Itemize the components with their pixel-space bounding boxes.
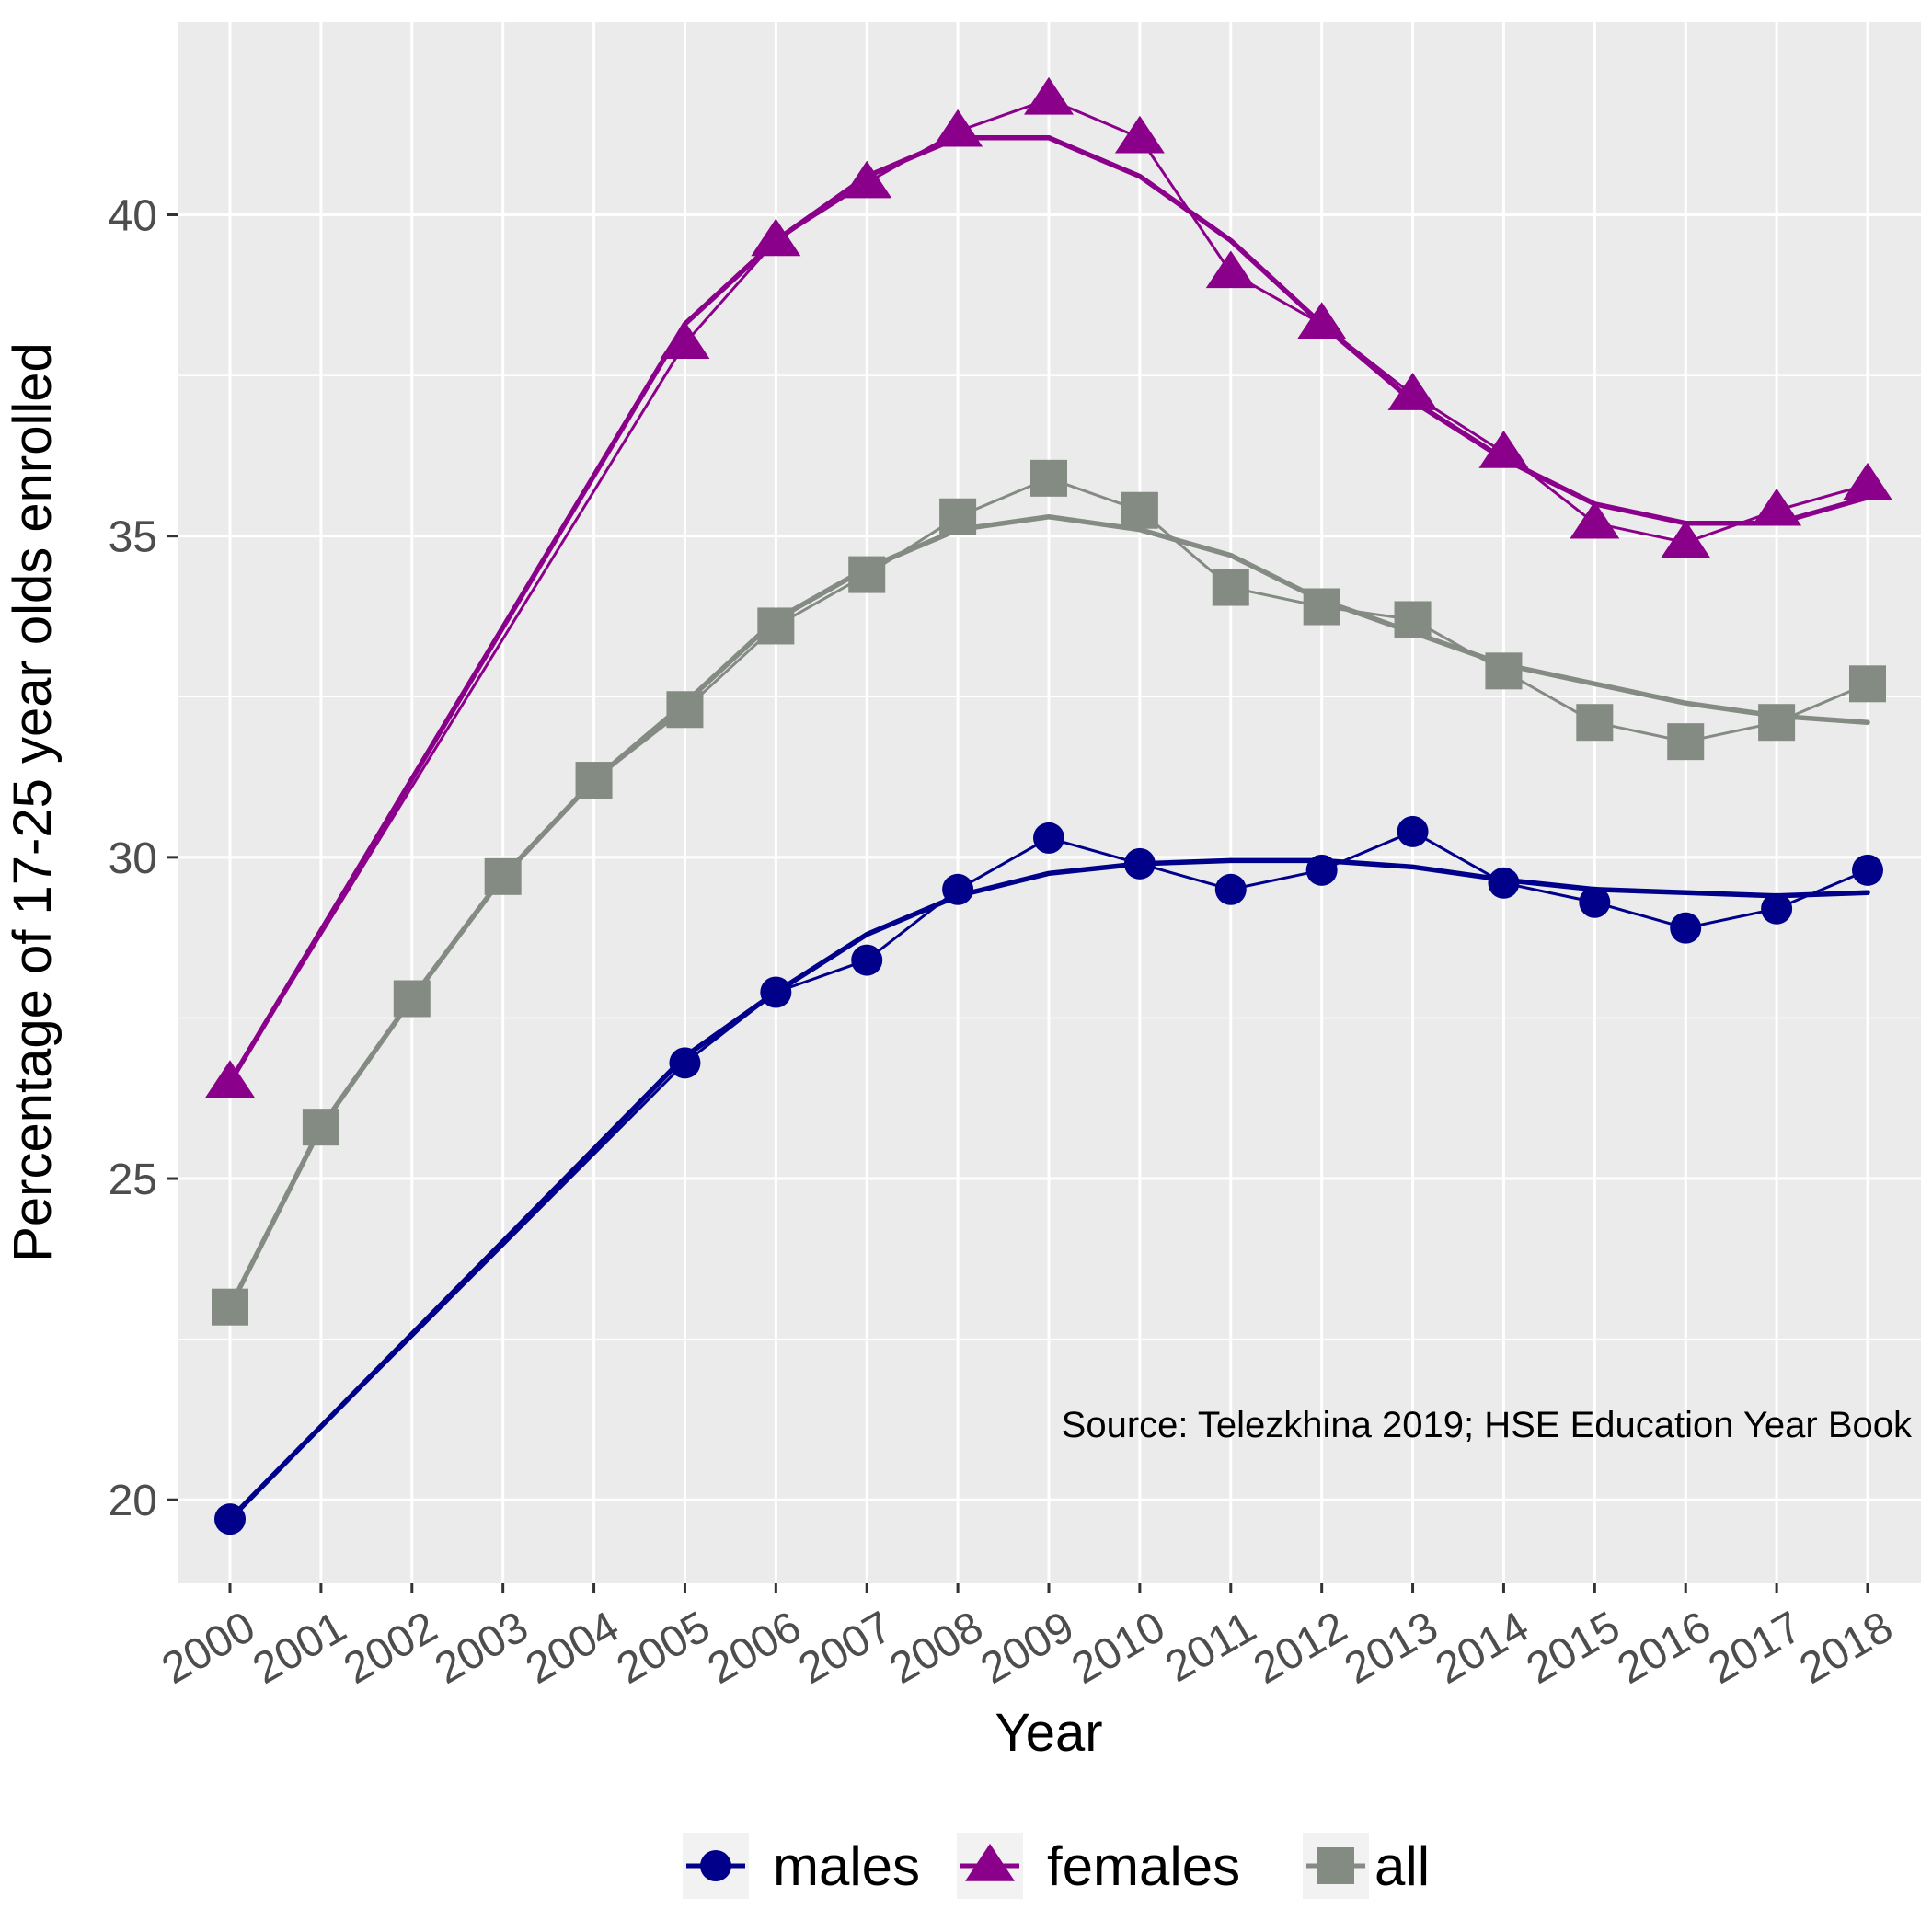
females-point	[660, 321, 710, 359]
x-tick-label: 2006	[700, 1603, 810, 1694]
males-point	[942, 873, 974, 905]
females-point	[1387, 373, 1438, 410]
males-point	[1305, 854, 1338, 886]
males-point	[1670, 912, 1702, 944]
all-point	[1394, 601, 1432, 638]
y-tick-label: 20	[109, 1477, 157, 1525]
legend: males females all	[683, 1833, 1430, 1899]
x-tick-label: 2017	[1700, 1603, 1810, 1694]
females-point	[1661, 520, 1711, 558]
y-tick-label: 25	[109, 1156, 157, 1204]
females-point	[1570, 500, 1620, 539]
x-tick-label: 2007	[791, 1603, 901, 1694]
x-tick-label: 2005	[609, 1603, 719, 1694]
y-tick-label: 30	[109, 834, 157, 883]
all-point	[1212, 569, 1249, 606]
major-gridlines	[178, 22, 1921, 1583]
males-point	[851, 944, 883, 976]
x-tick-label: 2010	[1064, 1603, 1173, 1694]
y-axis-title: Percentage of 17-25 year olds enrolled	[3, 342, 63, 1262]
x-tick-label: 2003	[427, 1603, 536, 1694]
x-tick-label: 2001	[245, 1603, 354, 1694]
females-point	[1114, 115, 1165, 154]
females-point	[1752, 488, 1802, 526]
x-axis-title: Year	[995, 1703, 1102, 1763]
x-tick-label: 2000	[154, 1603, 263, 1694]
legend-label: males	[773, 1835, 920, 1897]
all-point	[757, 607, 795, 645]
source-annotation: Source: Telezkhina 2019; HSE Education Y…	[1062, 1405, 1913, 1445]
x-tick-label: 2018	[1791, 1603, 1901, 1694]
legend-label: all	[1374, 1835, 1430, 1897]
legend-item-males: males	[683, 1833, 920, 1899]
females-point	[933, 109, 983, 147]
males-point	[760, 976, 792, 1008]
males-point	[214, 1503, 246, 1535]
females-point	[1478, 430, 1529, 468]
data-markers	[205, 76, 1892, 1535]
males-smooth-line	[227, 857, 1870, 1522]
x-tick-label: 2016	[1610, 1603, 1719, 1694]
all-point	[1303, 588, 1340, 626]
females-point	[842, 160, 892, 199]
x-axis: 2000200120022003200420052006200720082009…	[154, 1583, 1901, 1694]
all-point	[1576, 704, 1614, 742]
all-point	[1030, 459, 1067, 497]
y-axis: 20 25 30 35 40	[109, 192, 178, 1525]
y-tick-label: 40	[109, 192, 157, 241]
all-point	[939, 498, 977, 535]
legend-key-square-icon	[1317, 1847, 1354, 1884]
legend-label: females	[1047, 1835, 1240, 1897]
females-point	[1296, 302, 1347, 340]
x-tick-label: 2015	[1519, 1603, 1628, 1694]
legend-item-all: all	[1303, 1833, 1430, 1899]
all-point	[1485, 652, 1523, 690]
x-tick-label: 2011	[1157, 1603, 1264, 1693]
legend-item-females: females	[957, 1833, 1240, 1899]
females-point	[205, 1060, 255, 1098]
all-point	[1121, 491, 1158, 529]
females-point	[1843, 462, 1892, 500]
males-point	[1123, 847, 1156, 880]
males-point	[1579, 886, 1611, 918]
all-point	[212, 1288, 248, 1326]
all-point	[848, 556, 886, 593]
legend-key-triangle-icon	[965, 1844, 1015, 1881]
y-tick-label: 35	[109, 513, 157, 562]
x-tick-label: 2012	[1246, 1603, 1355, 1694]
all-point	[666, 691, 704, 729]
males-point	[1033, 822, 1064, 854]
all-point	[302, 1109, 339, 1146]
all-point	[575, 762, 613, 799]
all-point	[1667, 723, 1705, 761]
all-point	[1849, 665, 1886, 703]
males-point	[669, 1047, 701, 1079]
x-tick-label: 2004	[518, 1603, 627, 1694]
females-smooth-line	[227, 134, 1870, 1086]
males-point	[1397, 815, 1429, 847]
females-point	[1205, 250, 1256, 289]
females-point	[1024, 76, 1074, 115]
x-tick-label: 2008	[881, 1603, 991, 1694]
all-point	[484, 857, 522, 895]
legend-key-circle-icon	[700, 1850, 731, 1881]
x-tick-label: 2013	[1337, 1603, 1446, 1694]
males-point	[1488, 867, 1520, 899]
all-point	[1758, 704, 1796, 742]
all-point	[393, 980, 431, 1018]
x-tick-label: 2002	[336, 1603, 445, 1694]
males-point	[1852, 854, 1883, 886]
females-point	[751, 218, 801, 257]
males-point	[1761, 892, 1793, 925]
x-tick-label: 2009	[972, 1603, 1082, 1694]
males-point	[1214, 873, 1247, 905]
x-tick-label: 2014	[1428, 1603, 1537, 1694]
